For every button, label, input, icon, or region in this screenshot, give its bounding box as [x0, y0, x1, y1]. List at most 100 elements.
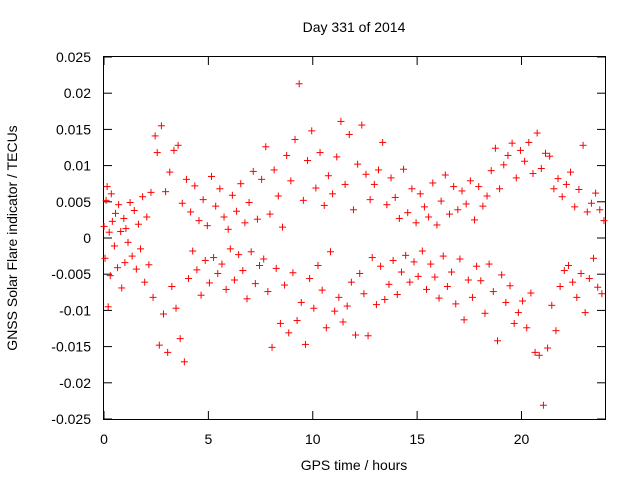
y-tick-label: 0	[83, 230, 91, 246]
data-point	[420, 203, 428, 211]
data-point	[322, 324, 330, 332]
data-point	[412, 219, 420, 227]
x-axis-label: GPS time / hours	[301, 457, 408, 473]
data-point	[310, 304, 318, 312]
data-point	[441, 171, 449, 179]
data-point	[477, 277, 485, 285]
data-point	[299, 196, 307, 204]
data-point	[110, 242, 118, 250]
data-point	[137, 245, 145, 253]
data-point	[308, 127, 316, 135]
data-point	[402, 251, 410, 259]
plot-frame	[103, 56, 606, 420]
y-axis-label: GNSS Solar Flare indicator / TECUs	[4, 125, 20, 350]
data-point	[439, 252, 447, 260]
data-point	[197, 291, 205, 299]
data-point	[349, 206, 357, 214]
data-point	[512, 174, 520, 182]
y-tick-label: -0.015	[51, 339, 91, 355]
data-point	[276, 319, 284, 327]
data-point	[389, 256, 397, 264]
data-point	[118, 284, 126, 292]
data-point	[391, 193, 399, 201]
y-tick-label: -0.02	[59, 375, 91, 391]
data-point	[427, 260, 435, 268]
data-point	[260, 255, 268, 263]
data-point	[548, 301, 556, 309]
data-point	[554, 175, 562, 183]
y-ticks: -0.025 -0.02 -0.015 -0.01 -0.005 0 0.005 0.01 0.…	[51, 49, 605, 427]
data-point	[166, 168, 174, 176]
data-point	[176, 335, 184, 343]
data-point	[157, 122, 165, 130]
data-point	[460, 316, 468, 324]
data-point	[485, 260, 493, 268]
data-point	[178, 199, 186, 207]
x-tick-label: 15	[409, 431, 425, 447]
data-point	[153, 149, 161, 157]
data-point	[590, 254, 598, 262]
data-point	[241, 219, 249, 227]
data-point	[266, 210, 274, 218]
data-point	[594, 283, 602, 291]
data-point	[174, 141, 182, 149]
data-point	[364, 332, 372, 340]
data-point	[270, 166, 278, 174]
data-point	[247, 248, 255, 256]
data-point	[414, 272, 422, 280]
data-point	[193, 266, 201, 274]
data-point	[220, 213, 228, 221]
data-point	[251, 280, 259, 288]
data-point	[115, 201, 123, 209]
data-point	[408, 185, 416, 193]
chart-title: Day 331 of 2014	[303, 19, 406, 35]
data-point	[418, 247, 426, 255]
data-point	[230, 276, 238, 284]
data-point	[347, 278, 355, 286]
data-point	[542, 149, 550, 157]
data-point	[245, 199, 253, 207]
data-point	[456, 255, 464, 263]
data-point	[295, 80, 303, 88]
data-point	[550, 185, 558, 193]
data-point	[508, 139, 516, 147]
data-point	[400, 165, 408, 173]
data-point	[575, 185, 583, 193]
data-point	[372, 301, 380, 309]
data-point	[101, 254, 109, 262]
data-point	[448, 268, 456, 276]
data-point	[343, 302, 351, 310]
x-tick-label: 20	[514, 431, 530, 447]
data-point	[102, 196, 110, 204]
data-point	[429, 179, 437, 187]
data-point	[556, 283, 564, 291]
data-point	[587, 199, 595, 207]
data-point	[537, 164, 545, 172]
data-point	[139, 193, 147, 201]
data-point	[431, 273, 439, 281]
data-point	[481, 309, 489, 317]
data-point	[291, 136, 299, 144]
data-point	[562, 180, 570, 188]
data-point	[128, 252, 136, 260]
data-point	[164, 348, 172, 356]
data-point	[268, 343, 276, 351]
data-point	[172, 304, 180, 312]
x-tick-label: 0	[100, 431, 108, 447]
data-point	[233, 207, 241, 215]
data-point	[397, 268, 405, 276]
data-point	[506, 282, 514, 290]
data-point	[143, 213, 151, 221]
data-point	[222, 285, 230, 293]
data-point	[312, 184, 320, 192]
data-point	[147, 188, 155, 196]
data-point	[598, 290, 606, 298]
data-point	[106, 272, 114, 280]
data-point	[170, 146, 178, 154]
data-point	[258, 175, 266, 183]
data-point	[452, 300, 460, 308]
data-point	[216, 185, 224, 193]
data-point	[571, 203, 579, 211]
data-point	[362, 170, 370, 178]
